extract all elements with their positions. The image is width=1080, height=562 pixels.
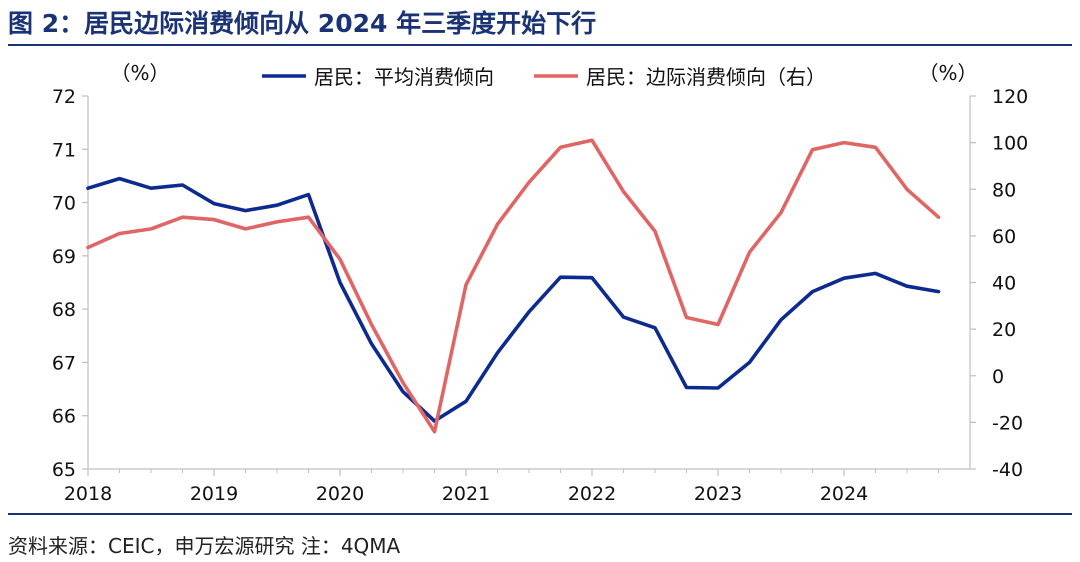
- right-tick-label: -20: [992, 412, 1023, 434]
- right-tick-label: 120: [992, 86, 1028, 108]
- figure-title: 图 2：居民边际消费倾向从 2024 年三季度开始下行: [8, 9, 597, 38]
- left-tick-label: 66: [52, 406, 76, 428]
- source-note: 资料来源：CEIC，申万宏源研究 注：4QMA: [8, 534, 401, 558]
- x-tick-label: 2024: [820, 483, 868, 505]
- left-tick-label: 65: [52, 459, 76, 481]
- right-tick-label: 20: [992, 319, 1016, 341]
- chart-legend: 居民：平均消费倾向 居民：边际消费倾向（右）: [262, 65, 826, 89]
- footer-divider: [8, 513, 1072, 515]
- left-tick-label: 72: [52, 86, 76, 108]
- series-line-marginal-propensity: [86, 138, 941, 434]
- legend-label: 居民：平均消费倾向: [314, 65, 494, 89]
- series-line-average-propensity: [86, 176, 941, 423]
- right-tick-label: 100: [992, 133, 1028, 155]
- chart-axes: 65 66 67 68 69 70 71 72 -40 -20 0 20 40 60 80 100 120 201…: [52, 61, 1028, 505]
- left-tick-label: 69: [52, 246, 76, 268]
- x-tick-label: 2018: [64, 483, 112, 505]
- x-tick-label: 2022: [568, 483, 616, 505]
- left-tick-label: 70: [52, 193, 76, 215]
- x-tick-label: 2019: [190, 483, 238, 505]
- right-tick-label: 60: [992, 226, 1016, 248]
- right-tick-label: 0: [992, 366, 1004, 388]
- right-tick-label: 40: [992, 273, 1016, 295]
- right-tick-label: -40: [992, 459, 1023, 481]
- chart-series: [86, 138, 941, 434]
- x-tick-label: 2020: [316, 483, 364, 505]
- right-tick-label: 80: [992, 179, 1016, 201]
- left-axis-unit: （%）: [110, 61, 169, 85]
- title-divider: [8, 44, 1072, 46]
- x-tick-label: 2021: [442, 483, 490, 505]
- left-tick-label: 71: [52, 139, 76, 161]
- right-axis-unit: （%）: [918, 61, 977, 85]
- legend-label: 居民：边际消费倾向（右）: [586, 65, 826, 89]
- x-tick-label: 2023: [694, 483, 742, 505]
- left-tick-label: 67: [52, 352, 76, 374]
- left-tick-label: 68: [52, 299, 76, 321]
